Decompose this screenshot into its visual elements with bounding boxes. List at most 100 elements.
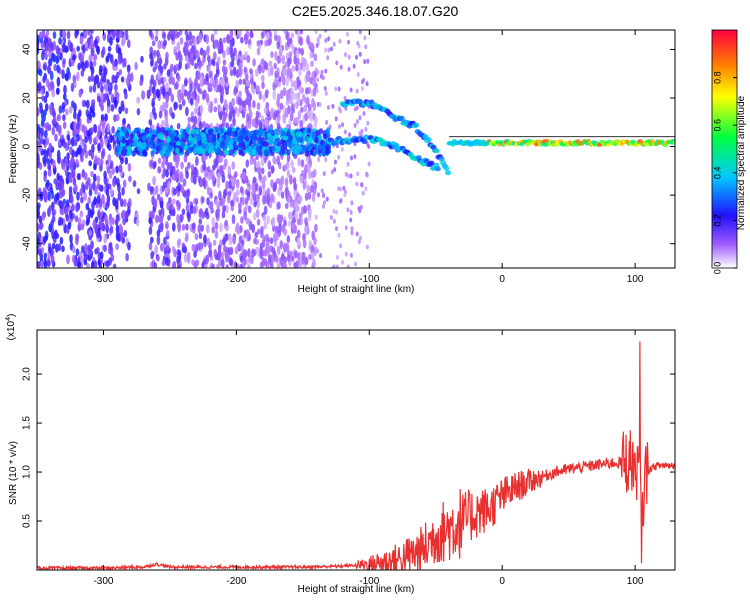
spectrogram-cell <box>290 80 295 88</box>
spectrogram-cell <box>267 160 272 171</box>
spectrogram-cell <box>180 141 186 148</box>
spectrogram-cell <box>118 223 123 233</box>
y-tick-label: 20 <box>22 92 33 104</box>
spectrogram-cell <box>89 60 93 71</box>
spectrogram-cell <box>263 221 268 230</box>
spectrogram-cell <box>293 54 298 65</box>
spectrogram-cell <box>238 68 242 78</box>
spectrogram-cell <box>229 246 234 256</box>
spectrogram-cell <box>68 173 73 183</box>
y-tick-label: 2.0 <box>22 367 33 381</box>
spectrogram-cell <box>100 85 104 94</box>
spectrogram-cell <box>182 245 187 254</box>
spectrogram-cell <box>100 114 105 122</box>
spectrogram-cell <box>100 100 104 108</box>
spectrogram-cell <box>312 78 317 85</box>
spectrogram-cell <box>168 87 172 96</box>
spectrogram-cell <box>52 31 57 40</box>
spectrogram-cell <box>38 247 42 256</box>
spectrogram-cell <box>157 166 161 174</box>
spectrogram-cell <box>107 30 111 35</box>
spectrogram-cell <box>259 121 263 129</box>
spectrogram-cell <box>229 44 233 53</box>
spectrogram-cell <box>277 113 281 123</box>
spectrogram-cell <box>77 261 81 268</box>
spectrogram-cell <box>97 129 101 139</box>
spectrogram-cell <box>171 262 176 268</box>
x-tick-label: -100 <box>359 576 379 587</box>
spectrogram-cell <box>255 246 259 254</box>
spectrogram-cell <box>283 164 288 171</box>
spectrogram-cell <box>276 93 281 102</box>
spectrogram-cell <box>72 169 76 179</box>
spectrogram-cell <box>46 179 50 188</box>
spectrogram-cell <box>316 69 320 75</box>
spectrogram-cell <box>218 251 222 259</box>
spectrogram-cell <box>115 243 119 251</box>
spectrogram-cell <box>324 157 328 163</box>
spectrogram-cell <box>53 236 57 244</box>
spectrogram-cell <box>184 133 190 140</box>
spectrogram-cell <box>177 201 181 210</box>
spectrogram-cell <box>107 153 112 164</box>
spectrogram-cell <box>157 127 162 134</box>
spectrogram-cell <box>48 149 52 159</box>
spectrogram-cell <box>187 116 192 123</box>
spectrogram-cell <box>103 233 107 244</box>
spectrogram-cell <box>311 71 315 79</box>
spectrogram-cell <box>358 51 362 57</box>
spectrogram-cell <box>88 111 92 121</box>
spectrogram-cell <box>211 174 216 182</box>
spectrogram-cell <box>297 110 302 120</box>
spectrogram-cell <box>173 188 177 196</box>
spectrogram-cell <box>244 33 248 41</box>
spectrogram-cell <box>325 196 329 202</box>
spectrogram-cell <box>107 143 112 152</box>
spectrogram-cell <box>178 147 183 154</box>
snr-y-label: SNR (10 * v/v) <box>8 441 19 505</box>
spectrogram-cell <box>334 159 337 165</box>
spectrogram-cell <box>139 79 143 86</box>
spectrogram-cell <box>178 60 182 70</box>
spectrogram-cell <box>72 74 77 84</box>
spectrogram-cell <box>184 30 189 36</box>
spectrogram-cell <box>249 156 254 165</box>
spectrogram-cell <box>56 192 60 201</box>
spectrogram-cell <box>106 166 111 174</box>
spectrogram-cell <box>322 171 326 177</box>
spectrogram-cell <box>69 209 73 220</box>
spectrogram-cell <box>231 161 235 170</box>
spectrogram-cell <box>335 60 339 66</box>
spectrogram-cell <box>87 255 92 262</box>
spectrogram-cell <box>227 194 231 204</box>
spectrogram-cell <box>168 76 173 85</box>
spectrogram-cell <box>119 232 124 241</box>
spectrogram-cell <box>445 170 451 176</box>
spectrogram-cell <box>168 197 172 204</box>
spectrogram-cell <box>364 186 368 192</box>
spectrogram-cell <box>274 33 278 42</box>
spectrogram-cell <box>358 30 362 35</box>
spectrogram-cell <box>211 226 215 234</box>
spectrogram-cell <box>85 202 90 211</box>
spectrogram-cell <box>276 40 281 50</box>
spectrogram-cell <box>78 144 82 155</box>
spectrogram-cell <box>219 222 223 233</box>
spectrogram-cell <box>185 223 189 231</box>
spectrogram-cell <box>267 170 272 178</box>
spectrogram-cell <box>56 64 60 74</box>
spectrogram-cell <box>149 30 153 38</box>
spectrogram-cell <box>192 45 197 56</box>
spectrogram-cell <box>86 129 90 137</box>
snr-multiplier: (x104) <box>5 314 17 341</box>
spectrogram-cell <box>238 142 243 148</box>
spectrogram-cell <box>56 76 61 87</box>
spectrogram-cell <box>76 191 80 201</box>
spectrogram-cell <box>270 192 274 203</box>
spectrogram-cell <box>311 131 317 138</box>
spectrogram-cell <box>90 30 94 35</box>
spectrogram-cell <box>297 157 301 167</box>
spectrogram-cell <box>92 219 97 230</box>
spectrogram-cell <box>293 117 298 124</box>
spectrogram-cell <box>123 57 127 68</box>
